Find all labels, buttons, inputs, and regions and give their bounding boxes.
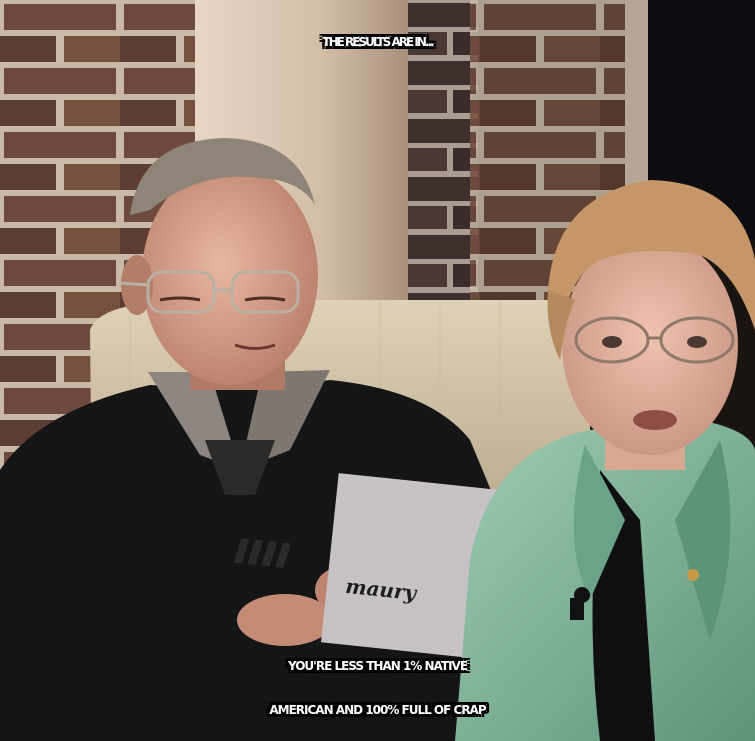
man-sweater (0, 380, 520, 741)
woman-hair (548, 180, 755, 330)
bottom-caption-line1: YOU'RE LESS THAN 1% NATIVE (287, 659, 468, 673)
woman-glasses (574, 316, 735, 364)
man-hair (130, 138, 315, 215)
woman-face (562, 235, 738, 455)
brick-wall-center (408, 0, 478, 330)
man-face (142, 165, 318, 385)
top-caption: THE RESULTS ARE IN... (322, 35, 434, 49)
results-card (233, 473, 508, 660)
bottom-caption-line2: AMERICAN AND 100% FULL OF CRAP (269, 703, 486, 717)
man-glasses (119, 270, 300, 314)
man-hand (237, 594, 333, 646)
